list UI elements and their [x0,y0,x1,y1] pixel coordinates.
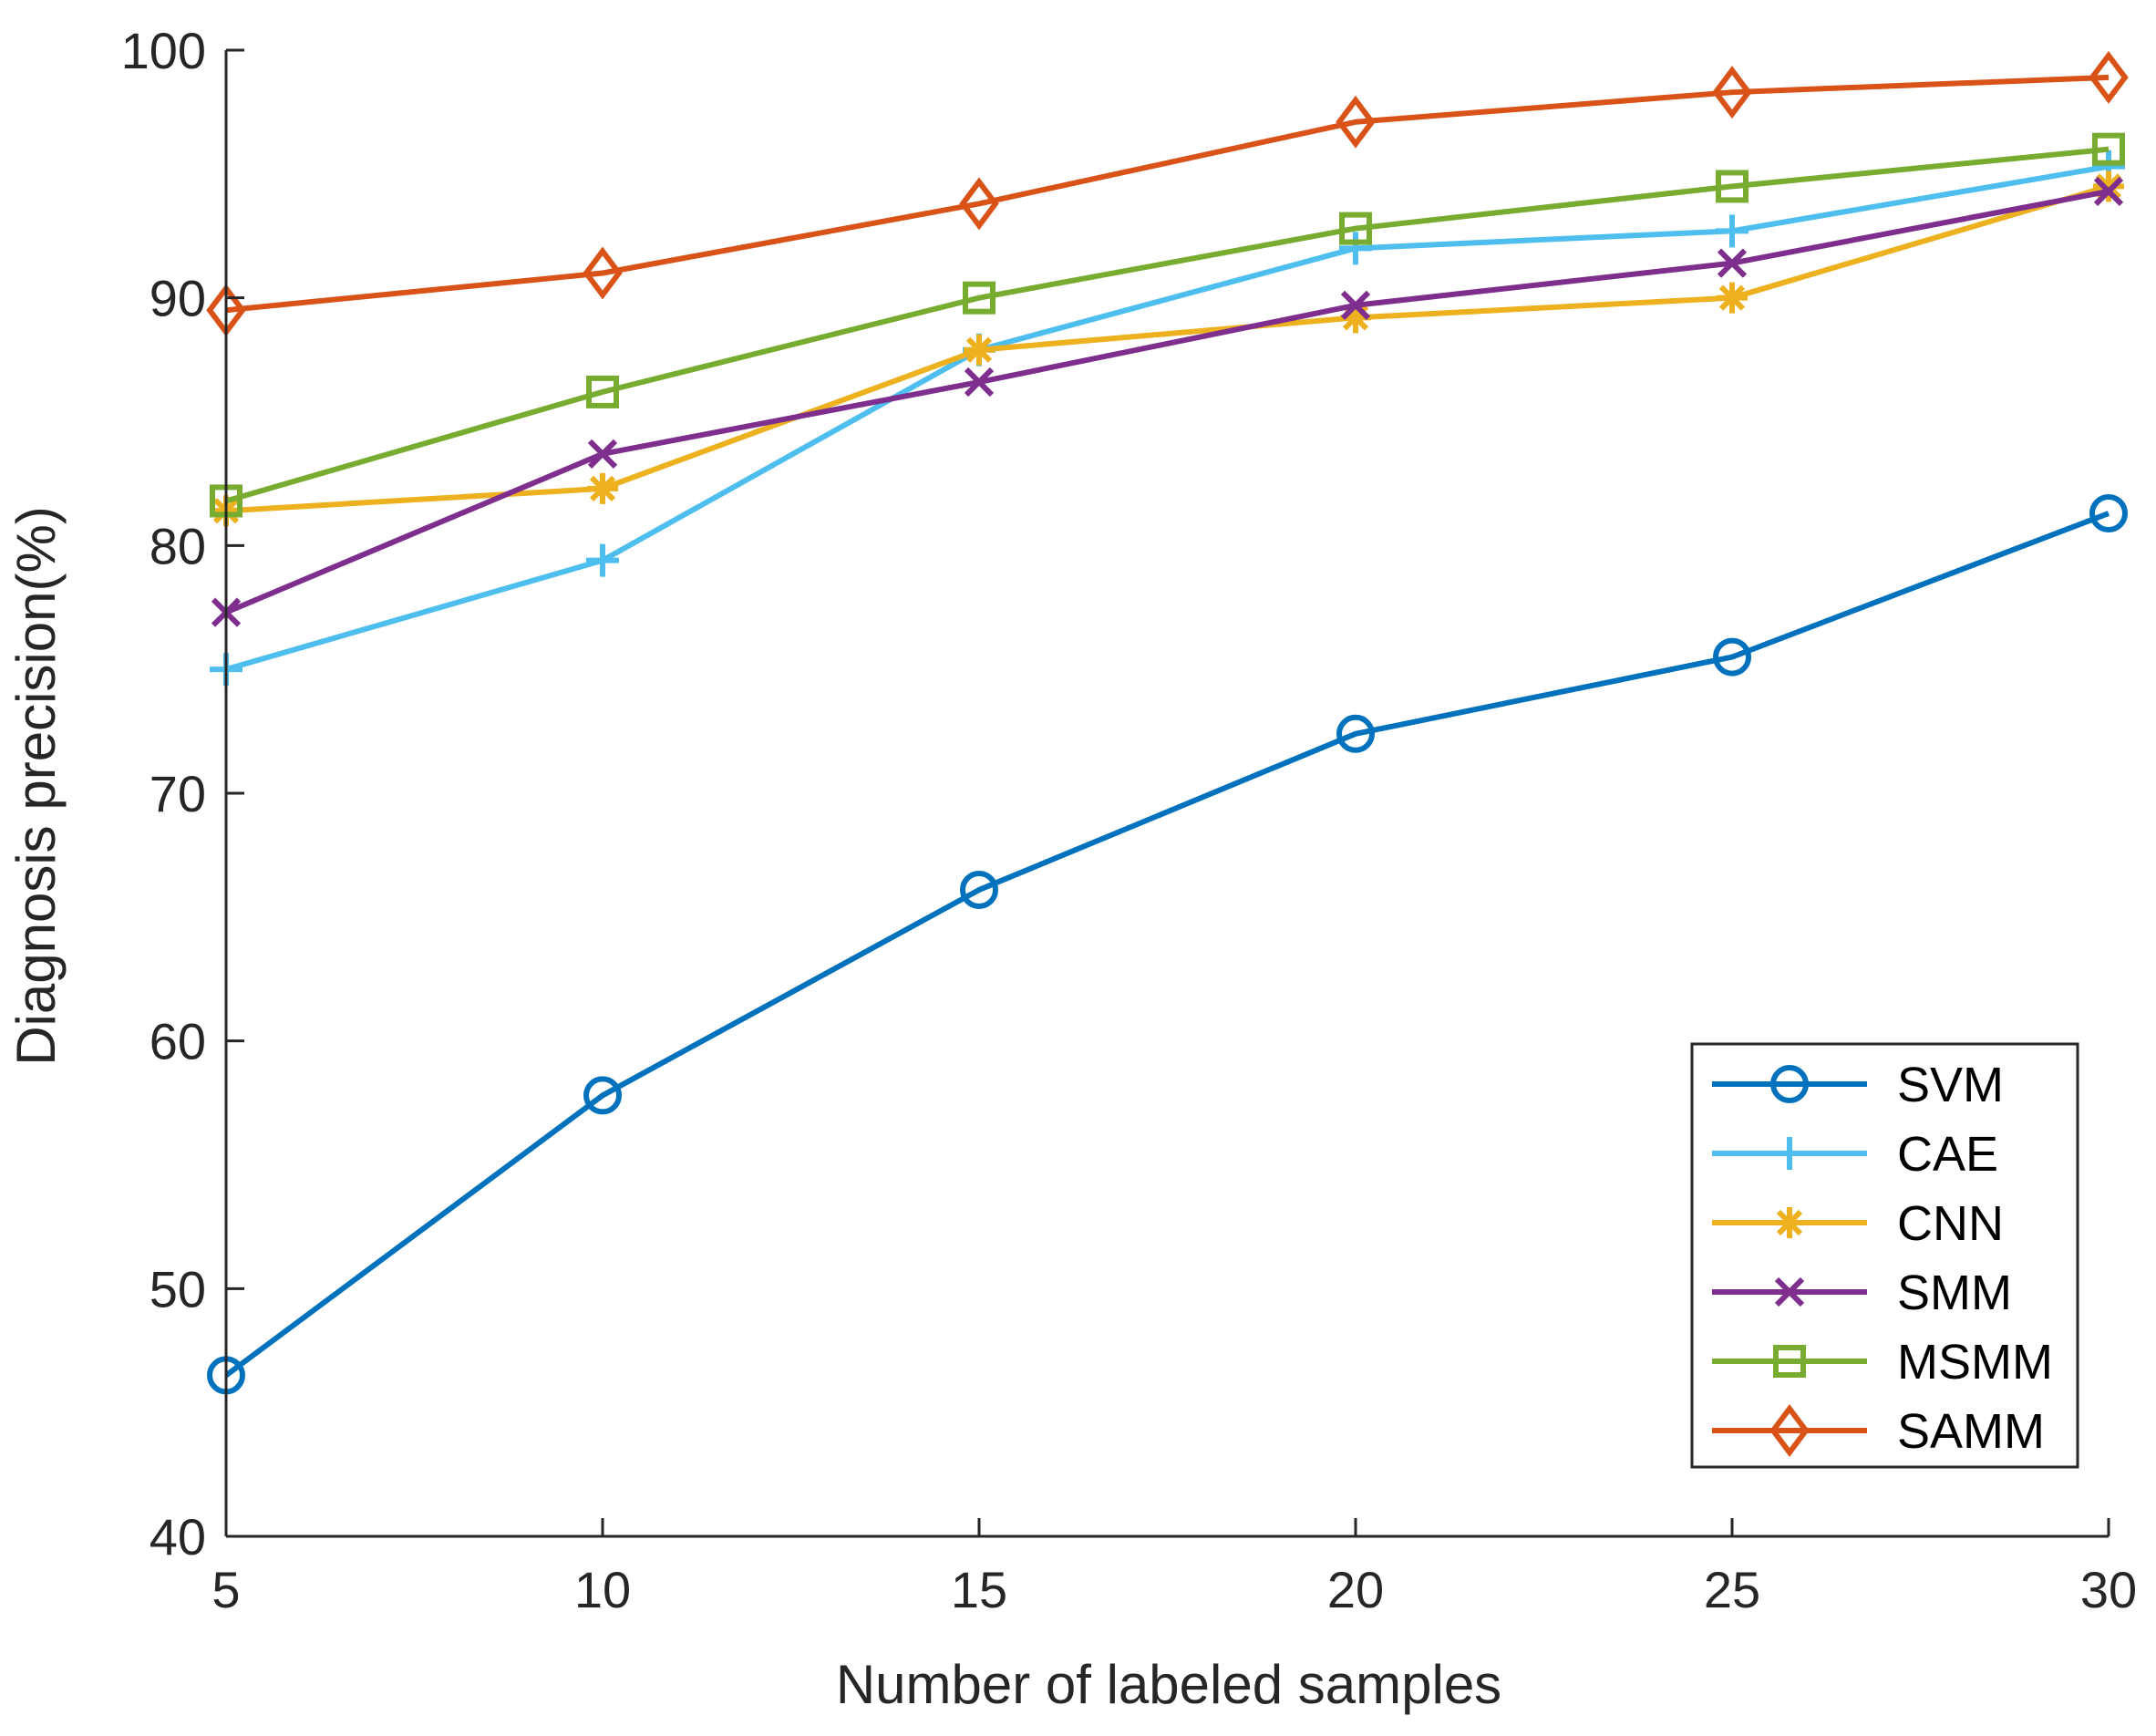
legend-item-cnn: CNN [1712,1196,2004,1251]
legend-item-smm: SMM [1712,1266,2012,1320]
legend-item-samm: SAMM [1712,1404,2045,1459]
data-point-samm [959,177,999,231]
x-tick-label: 25 [1704,1561,1760,1618]
legend-label: MSMM [1897,1335,2053,1390]
data-point-samm [583,246,623,300]
data-point-cae [586,543,619,577]
y-tick-label: 40 [150,1508,206,1566]
legend-label: SMM [1897,1266,2012,1320]
legend-label: SVM [1897,1058,2004,1112]
data-point-cnn [2093,170,2124,202]
data-point-smm [2093,176,2124,206]
legend-item-svm: SVM [1712,1058,2004,1112]
series-line-samm [225,74,2110,314]
data-point-svm [1336,714,1375,753]
series-line-cnn [225,183,2110,514]
y-tick-label: 50 [150,1260,206,1318]
y-tick-label: 70 [150,765,206,822]
series-line-cae [225,163,2110,673]
data-point-svm [960,870,998,909]
series-line-smm [224,188,2110,615]
legend-label: CNN [1897,1196,2004,1251]
data-point-smm [587,439,618,469]
y-axis-title: Diagnosis precision(%) [5,506,67,1066]
x-tick-label: 10 [574,1561,631,1618]
data-point-smm [1340,290,1371,320]
legend-marker-samm [1769,1404,1810,1457]
series-layer [206,50,2129,1395]
y-tick-label: 60 [150,1013,206,1070]
data-point-samm [1336,95,1376,149]
data-point-smm [1717,248,1748,278]
data-point-cae [1716,214,1749,248]
legend-item-cae: CAE [1712,1127,1998,1182]
y-tick-label: 90 [150,270,206,327]
data-point-samm [2089,50,2129,104]
legend-marker-svm [1770,1065,1809,1103]
series-line-svm [224,511,2110,1378]
data-point-cnn [1340,302,1371,334]
data-point-cnn [587,472,618,504]
data-point-smm [964,367,995,398]
x-tick-label: 5 [211,1561,240,1618]
legend-label: SAMM [1897,1404,2045,1459]
x-axis-title: Number of labeled samples [836,1654,1501,1715]
data-point-cnn [964,334,995,366]
x-tick-label: 20 [1327,1561,1384,1618]
data-point-msmm [2092,132,2125,166]
legend-marker-cnn [1774,1207,1805,1238]
legend-box [1690,1042,2079,1469]
x-tick-label: 15 [951,1561,1007,1618]
series-line-msmm [225,146,2110,504]
legend-marker-smm [1774,1276,1805,1307]
data-point-cnn [1717,282,1748,314]
data-point-samm [1712,66,1752,119]
data-point-svm [2089,494,2128,533]
series-samm [206,50,2129,337]
data-point-msmm [963,281,995,315]
axes: 5 10 15 20 25 30 40 50 60 70 80 90 100 [121,22,2138,1618]
legend-marker-cae [1773,1137,1806,1170]
x-tick-label: 30 [2080,1561,2137,1618]
data-point-svm [583,1076,622,1115]
data-point-msmm [586,375,619,408]
legend-marker-msmm [1773,1345,1806,1378]
y-tick-label: 100 [121,22,206,79]
legend: SVM CAE CNN SMM MSMM SAMM [1690,1042,2079,1469]
data-point-msmm [1716,170,1749,203]
y-tick-label: 80 [150,517,206,574]
legend-item-msmm: MSMM [1712,1335,2053,1390]
data-point-msmm [1339,212,1372,245]
data-point-svm [1713,637,1751,677]
data-point-cae [1339,232,1372,265]
legend-label: CAE [1897,1127,1998,1182]
